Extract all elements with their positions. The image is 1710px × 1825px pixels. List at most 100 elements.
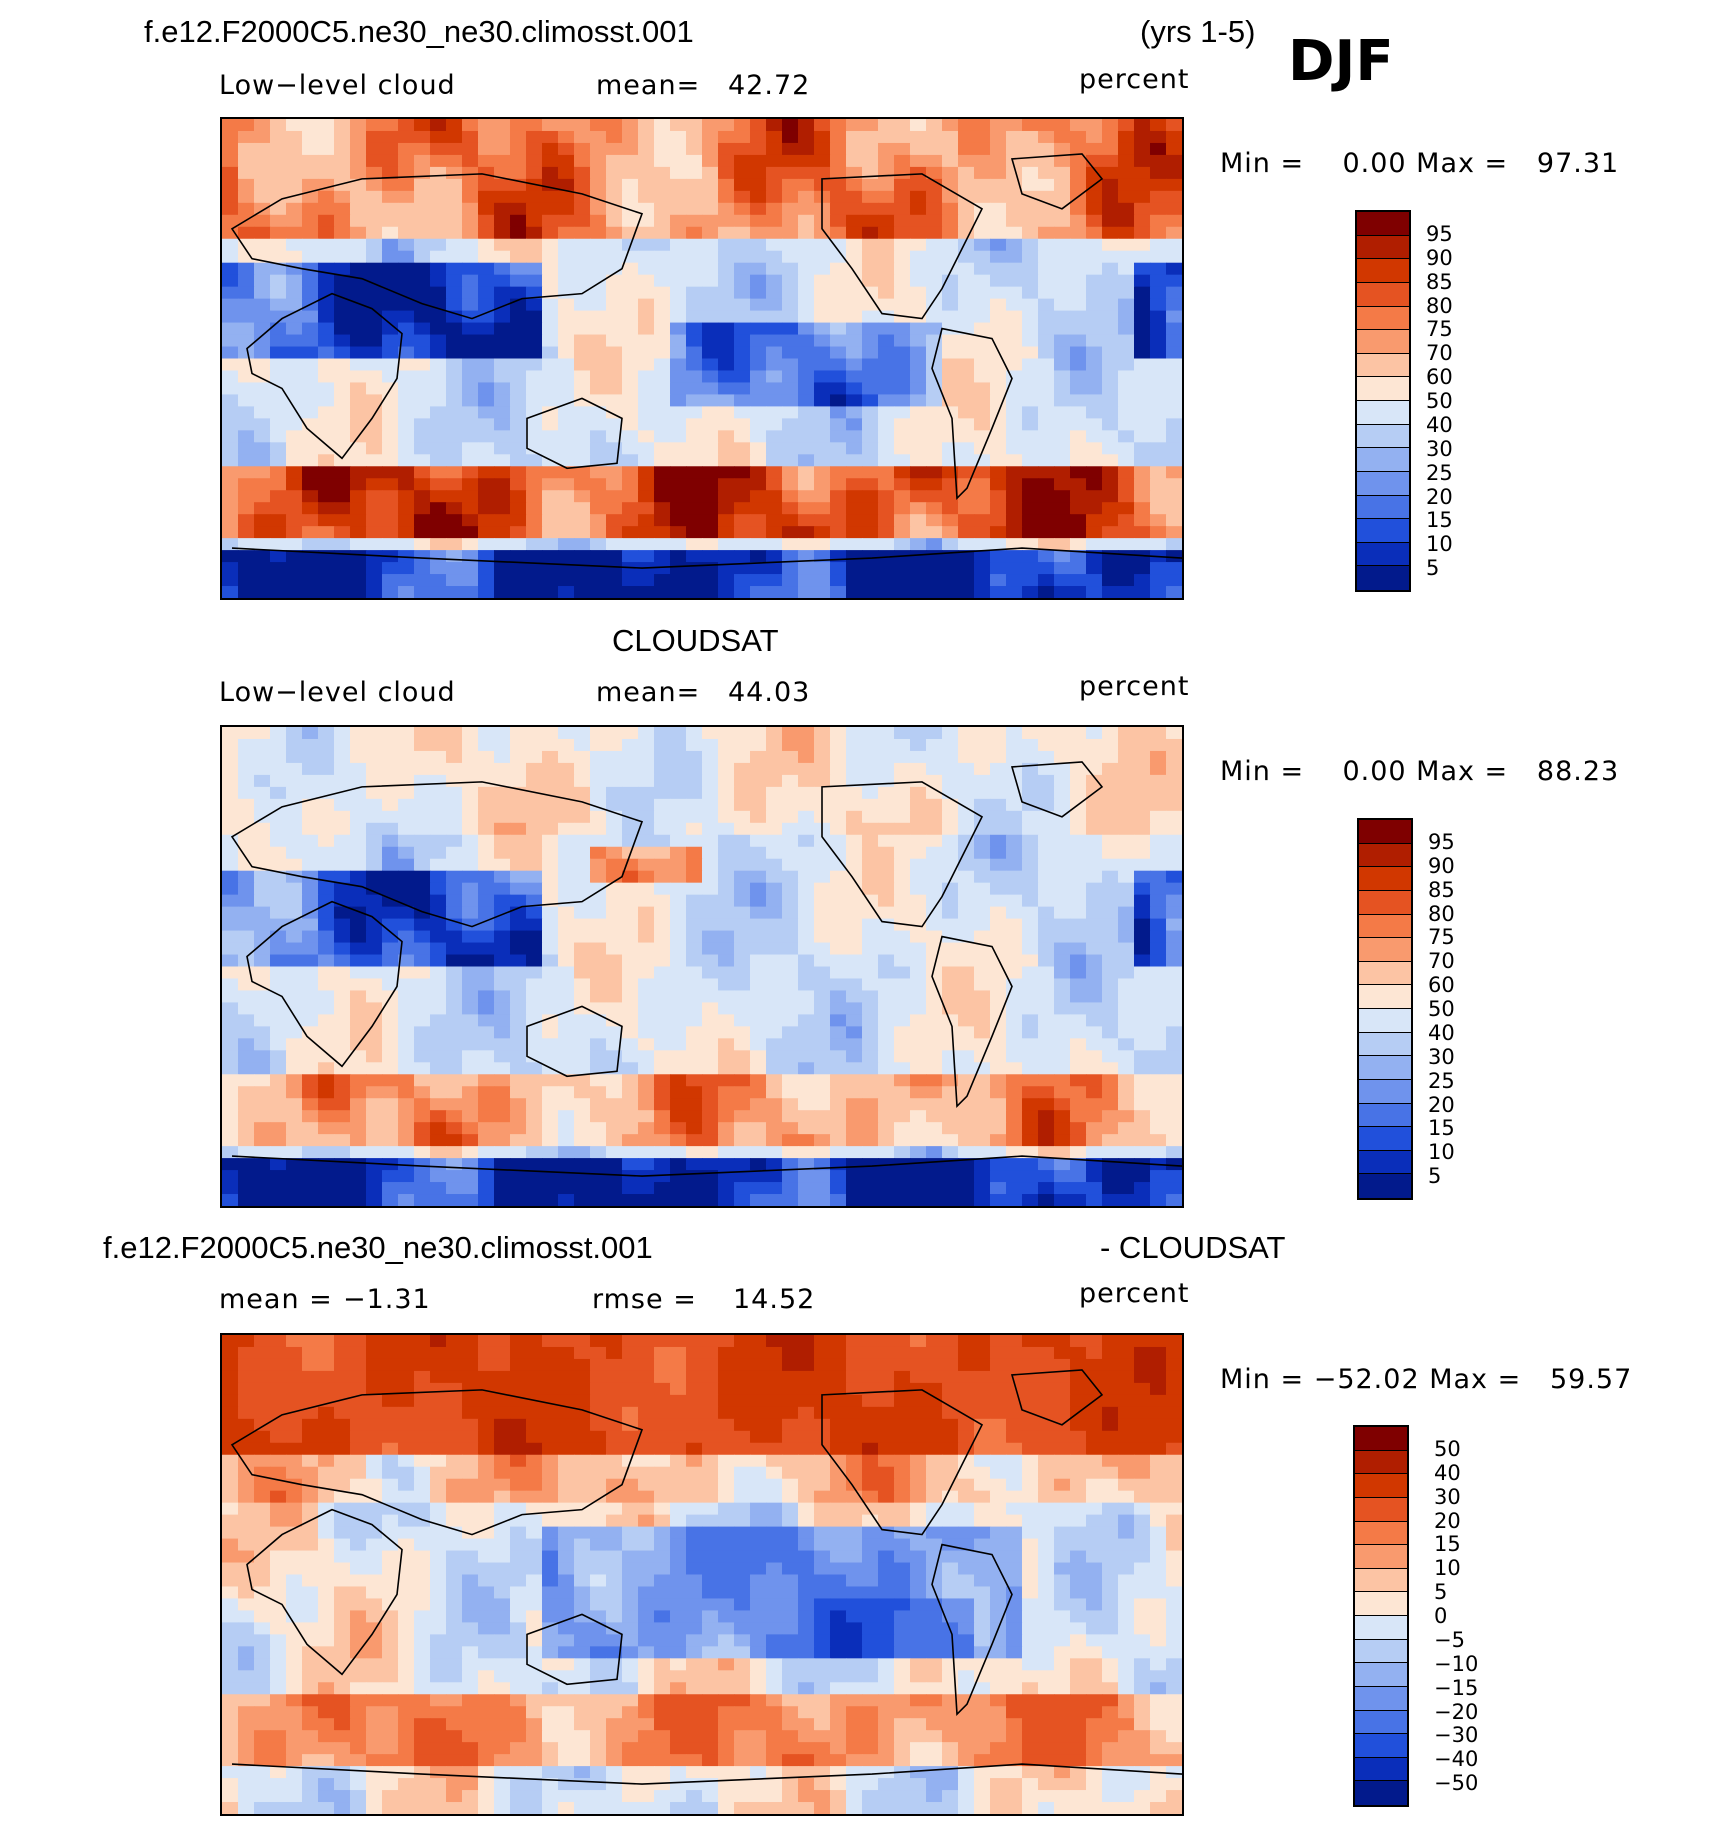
field-cell [1006, 274, 1023, 288]
field-cell [1150, 310, 1167, 324]
field-cell [1006, 1335, 1023, 1348]
field-cell [270, 786, 287, 800]
field-cell [1166, 750, 1182, 764]
field-cell [1166, 586, 1182, 598]
field-cell [558, 298, 575, 312]
field-cell [686, 119, 703, 132]
field-cell [686, 262, 703, 276]
field-cell [782, 798, 799, 812]
field-cell [974, 322, 991, 336]
field-cell [542, 119, 559, 132]
field-cell [638, 834, 655, 848]
field-cell [910, 466, 927, 479]
field-cell [526, 894, 543, 908]
field-cell [782, 346, 799, 359]
field-cell [910, 286, 927, 300]
field-cell [558, 358, 575, 371]
field-cell [414, 774, 431, 788]
field-cell [222, 250, 239, 264]
field-cell [670, 382, 687, 395]
field-cell [846, 1194, 863, 1206]
field-cell [750, 514, 767, 527]
field-cell [270, 1170, 287, 1183]
field-cell [606, 1098, 623, 1111]
field-cell [974, 490, 991, 503]
field-cell [1118, 466, 1135, 479]
field-cell [526, 1146, 543, 1159]
field-cell [846, 1074, 863, 1087]
field-cell [670, 786, 687, 800]
field-cell [350, 846, 367, 860]
field-cell [862, 966, 879, 979]
field-cell [1134, 1098, 1151, 1111]
field-cell [670, 214, 687, 228]
field-cell [1070, 502, 1087, 515]
field-cell [302, 870, 319, 884]
field-cell [574, 514, 591, 527]
field-cell [766, 882, 783, 896]
field-cell [750, 526, 767, 539]
field-cell [718, 586, 735, 598]
field-cell [462, 154, 479, 168]
field-cell [462, 454, 479, 467]
field-cell [894, 190, 911, 204]
field-cell [958, 370, 975, 383]
field-cell [878, 1062, 895, 1075]
field-cell [350, 442, 367, 455]
field-cell [1038, 846, 1055, 860]
field-cell [382, 1335, 399, 1348]
field-cell [302, 478, 319, 491]
field-cell [414, 238, 431, 252]
field-cell [398, 1062, 415, 1075]
field-cell [1054, 394, 1071, 407]
field-cell [366, 1026, 383, 1039]
field-cell [734, 978, 751, 991]
field-cell [862, 418, 879, 431]
field-cell [782, 250, 799, 264]
years-label: (yrs 1-5) [1140, 14, 1256, 49]
field-cell [862, 1122, 879, 1135]
field-cell [846, 1002, 863, 1015]
field-cell [318, 478, 335, 491]
field-cell [1102, 166, 1119, 180]
field-cell [414, 466, 431, 479]
field-cell [1118, 1098, 1135, 1111]
field-cell [238, 954, 255, 967]
field-cell [558, 466, 575, 479]
field-cell [734, 762, 751, 776]
field-cell [558, 142, 575, 156]
field-cell [782, 130, 799, 144]
field-cell [1054, 786, 1071, 800]
field-cell [926, 1050, 943, 1063]
field-cell [430, 526, 447, 539]
field-cell [254, 526, 271, 539]
field-cell [350, 154, 367, 168]
field-cell [366, 586, 383, 598]
field-cell [446, 322, 463, 336]
field-cell [414, 727, 431, 740]
field-cell [670, 1086, 687, 1099]
field-cell [1086, 1062, 1103, 1075]
field-cell [398, 1122, 415, 1135]
field-cell [622, 310, 639, 324]
field-cell [1022, 1146, 1039, 1159]
field-cell [1070, 1110, 1087, 1123]
field-cell [702, 406, 719, 419]
field-cell [254, 966, 271, 979]
field-cell [430, 894, 447, 908]
field-cell [398, 786, 415, 800]
field-cell [814, 846, 831, 860]
colorbar-swatch [1357, 235, 1409, 260]
field-cell [1150, 430, 1167, 443]
field-cell [222, 478, 239, 491]
field-cell [430, 822, 447, 836]
field-cell [894, 1002, 911, 1015]
field-cell [270, 990, 287, 1003]
field-cell [590, 550, 607, 563]
field-cell [734, 906, 751, 920]
field-cell [590, 250, 607, 264]
field-cell [254, 310, 271, 324]
field-cell [334, 562, 351, 575]
field-cell [718, 918, 735, 932]
field-cell [1054, 166, 1071, 180]
